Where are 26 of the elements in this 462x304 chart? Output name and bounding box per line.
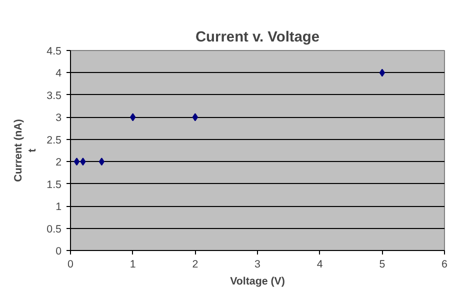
x-tick-label: 0: [68, 258, 74, 270]
x-tick-label: 3: [254, 258, 261, 270]
y-tick-label: 1: [56, 201, 62, 214]
y-tick-label: 4.5: [46, 46, 62, 58]
y-tick-label: 3.5: [46, 90, 62, 102]
chart-title: Current v. Voltage: [195, 30, 320, 46]
x-tick-label: 1: [130, 258, 136, 270]
point: [192, 113, 198, 122]
y-tick-label: 1.5: [46, 178, 62, 191]
y-tick-label: 4: [56, 68, 62, 80]
point: [98, 158, 104, 166]
y-axis-title: Current (nA) t: [12, 118, 39, 182]
y-tick-label: 2: [56, 156, 62, 169]
x-axis-title: Voltage (V): [230, 276, 286, 288]
x-tick-label: 6: [442, 258, 448, 270]
y-tick-label: 0: [56, 246, 62, 258]
x-tick-label: 4: [316, 258, 323, 270]
y-tick-label: 3: [56, 112, 62, 124]
x-tick-label: 5: [379, 258, 386, 270]
point: [379, 68, 385, 77]
point: [74, 158, 80, 166]
point: [130, 113, 136, 122]
x-tick-label: 2: [192, 258, 198, 270]
y-tick-label: 2.5: [46, 134, 62, 146]
y-tick-label: 0.5: [46, 223, 62, 236]
point: [80, 158, 86, 166]
